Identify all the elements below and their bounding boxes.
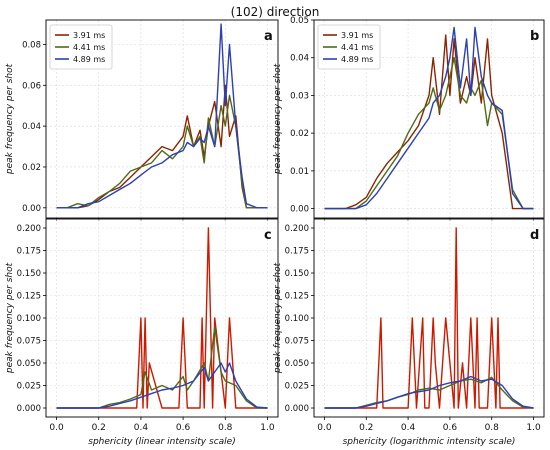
figure-suptitle: (102) direction	[231, 5, 320, 19]
chart-0-legend-label-2: 4.89 ms	[73, 55, 105, 64]
chart-3-xtick-label-5: 1.0	[526, 423, 541, 433]
chart-1-panel-label: b	[530, 29, 539, 44]
chart-0-legend-label-0: 3.91 ms	[73, 31, 105, 40]
chart-0-series-0-line	[56, 84, 268, 209]
chart-0-ytick-label-3: 0.06	[22, 81, 41, 91]
chart-0-ytick-label-2: 0.04	[22, 122, 41, 132]
chart-2-xlabel: sphericity (linear intensity scale)	[88, 437, 235, 447]
chart-2-xtick-label-5: 1.0	[260, 423, 275, 433]
chart-3-series-2-line	[324, 375, 534, 409]
chart-2-ylabel: peak frequency per shot	[5, 262, 15, 374]
chart-3-panel-label: d	[530, 228, 539, 243]
chart-3-ytick-label-7: 0.175	[285, 247, 309, 257]
chart-1-legend-label-0: 3.91 ms	[341, 31, 373, 40]
chart-2-ytick-label-7: 0.175	[17, 247, 41, 257]
chart-1-series-2-line	[324, 26, 534, 210]
chart-2-series-0-line	[56, 227, 268, 409]
chart-1-series-1-line	[324, 57, 534, 210]
panels-group: 0.00 0.02 0.04 0.06 0.08 a peak frequency per …	[5, 16, 545, 447]
chart-3-xtick-label-0: 0.0	[317, 423, 332, 433]
chart-0-ytick-label-1: 0.02	[22, 163, 41, 173]
chart-3-xtick-label-4: 0.8	[485, 423, 500, 433]
chart-3-group: 0.0 0.2 0.4 0.6 0.8 1.0 0.000 0.025 0.050 0.075 0.…	[273, 218, 545, 447]
chart-3-frame	[313, 218, 545, 418]
chart-0-ytick-label-0: 0.00	[22, 204, 41, 214]
chart-3-xtick-label-3: 0.6	[443, 423, 458, 433]
chart-3-ytick-label-3: 0.075	[285, 337, 309, 347]
chart-1-ytick-label-0: 0.00	[290, 205, 309, 215]
chart-3-xtick-label-1: 0.2	[359, 423, 373, 433]
chart-2-xtick-label-4: 0.8	[218, 423, 233, 433]
chart-0-ylabel: peak frequency per shot	[5, 63, 15, 175]
chart-3-series-1-line	[324, 376, 534, 409]
chart-0-legend-label-1: 4.41 ms	[73, 43, 105, 52]
chart-0-series-1-line	[56, 94, 268, 209]
chart-1-ytick-label-1: 0.01	[290, 167, 309, 177]
chart-0-frame	[45, 19, 279, 219]
chart-0-ytick-label-4: 0.08	[22, 40, 41, 50]
chart-3-ytick-label-8: 0.200	[285, 224, 309, 234]
chart-2-panel-label: c	[264, 228, 272, 243]
chart-2-group: 0.0 0.2 0.4 0.6 0.8 1.0 0.000 0.025 0.050 0.075 0.…	[5, 218, 279, 447]
chart-3-xlabel: sphericity (logarithmic intensity scale)	[343, 437, 516, 447]
chart-2-ytick-label-4: 0.100	[17, 314, 41, 324]
chart-2-xtick-label-0: 0.0	[49, 423, 64, 433]
chart-2-ytick-label-8: 0.200	[17, 224, 41, 234]
chart-3-series-0-line	[324, 227, 534, 409]
chart-3-ytick-label-5: 0.125	[285, 292, 309, 302]
chart-0-legend-box	[49, 24, 113, 70]
chart-1-ytick-label-3: 0.03	[290, 91, 309, 101]
chart-3-ytick-label-4: 0.100	[285, 314, 309, 324]
chart-2-series-1-line	[56, 326, 268, 409]
chart-3-ytick-label-1: 0.025	[285, 382, 309, 392]
chart-0-series-2-line	[56, 23, 268, 209]
chart-1-frame	[313, 19, 545, 219]
chart-2-ytick-label-6: 0.150	[17, 269, 41, 279]
chart-1-ytick-label-4: 0.04	[290, 54, 309, 64]
chart-2-series-2-line	[56, 362, 268, 409]
chart-2-xtick-label-2: 0.4	[134, 423, 149, 433]
chart-3-xtick-label-2: 0.4	[401, 423, 416, 433]
chart-2-ytick-label-1: 0.025	[17, 382, 41, 392]
chart-3-ytick-label-6: 0.150	[285, 269, 309, 279]
chart-2-ytick-label-3: 0.075	[17, 337, 41, 347]
chart-2-ytick-label-0: 0.000	[17, 404, 41, 414]
chart-2-xtick-label-3: 0.6	[176, 423, 191, 433]
chart-3-ylabel: peak frequency per shot	[273, 262, 283, 374]
chart-1-ytick-label-2: 0.02	[290, 129, 309, 139]
chart-1-ytick-label-5: 0.05	[290, 16, 309, 26]
chart-2-xtick-label-1: 0.2	[92, 423, 106, 433]
chart-3-ytick-label-2: 0.050	[285, 359, 309, 369]
chart-0-group: 0.00 0.02 0.04 0.06 0.08 a peak frequency per …	[5, 19, 279, 221]
chart-1-legend-label-2: 4.89 ms	[341, 55, 373, 64]
chart-0-panel-label: a	[264, 29, 273, 44]
chart-1-group: 0.00 0.01 0.02 0.03 0.04 0.05 b peak frequency …	[273, 16, 545, 221]
chart-1-legend-box	[317, 24, 381, 70]
chart-3-ytick-label-0: 0.000	[285, 404, 309, 414]
chart-1-ylabel: peak frequency per shot	[273, 63, 283, 175]
chart-1-legend-label-1: 4.41 ms	[341, 43, 373, 52]
chart-2-ytick-label-5: 0.125	[17, 292, 41, 302]
chart-2-ytick-label-2: 0.050	[17, 359, 41, 369]
